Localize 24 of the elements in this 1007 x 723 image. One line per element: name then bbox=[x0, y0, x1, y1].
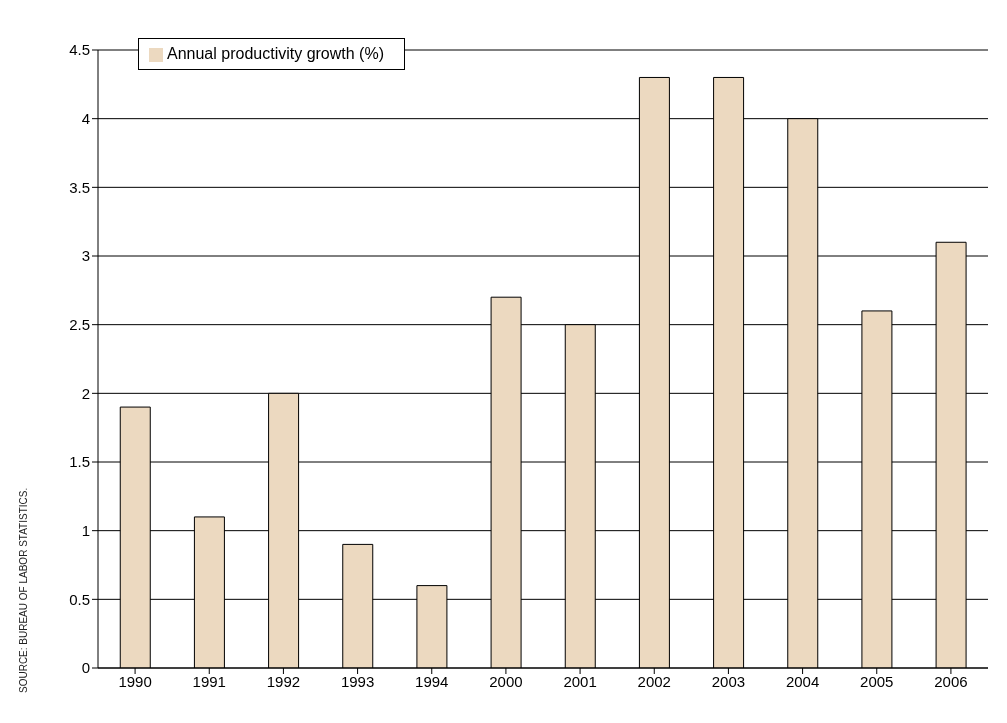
y-tick-label: 4.5 bbox=[69, 41, 90, 59]
x-tick-label: 1993 bbox=[340, 672, 375, 690]
y-tick-label: 2 bbox=[81, 384, 90, 402]
x-tick-label: 2001 bbox=[563, 672, 597, 690]
y-tick-label: 4 bbox=[81, 109, 90, 127]
x-tick-label: 2002 bbox=[637, 672, 671, 690]
x-tick-label: 2000 bbox=[489, 672, 523, 690]
x-tick-label: 1994 bbox=[415, 672, 449, 690]
x-tick-label: 2005 bbox=[860, 672, 894, 690]
y-tick-label: 1 bbox=[81, 521, 90, 539]
x-tick-label: 1990 bbox=[118, 672, 152, 690]
x-tick-label: 2003 bbox=[711, 672, 746, 690]
y-tick-label: 3 bbox=[81, 247, 90, 265]
x-tick-label: 1991 bbox=[192, 672, 226, 690]
y-tick-label: 1.5 bbox=[69, 453, 90, 471]
y-tick-label: 0 bbox=[81, 659, 90, 677]
x-tick-label: 1992 bbox=[266, 672, 301, 690]
source-note: SOURCE: BUREAU OF LABOR STATISTICS. bbox=[18, 487, 29, 693]
x-tick-label: 2006 bbox=[934, 672, 968, 690]
y-tick-label: 2.5 bbox=[69, 315, 90, 333]
y-tick-label: 3.5 bbox=[69, 178, 90, 196]
legend-label: Annual productivity growth (%) bbox=[167, 45, 384, 62]
x-tick-label: 2004 bbox=[785, 672, 820, 690]
y-tick-label: 0.5 bbox=[69, 590, 90, 608]
